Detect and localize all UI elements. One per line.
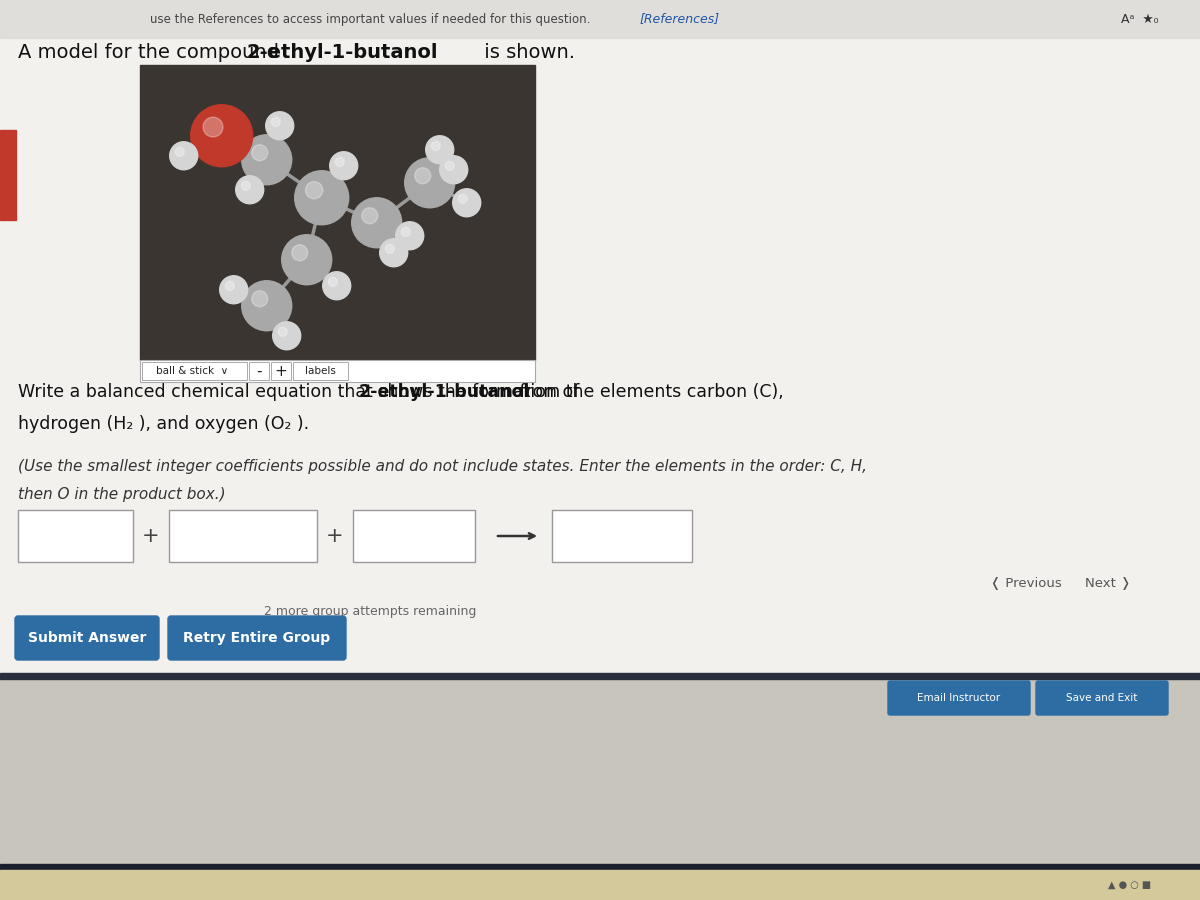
Bar xyxy=(0,679,1200,870)
Circle shape xyxy=(241,135,292,184)
Circle shape xyxy=(379,238,408,266)
Text: [References]: [References] xyxy=(640,13,720,25)
FancyBboxPatch shape xyxy=(168,616,346,660)
Circle shape xyxy=(241,182,251,190)
Text: +: + xyxy=(326,526,344,546)
Bar xyxy=(250,362,269,380)
Text: Retry Entire Group: Retry Entire Group xyxy=(184,631,330,645)
Text: hydrogen (H₂ ), and oxygen (O₂ ).: hydrogen (H₂ ), and oxygen (O₂ ). xyxy=(18,415,310,433)
Bar xyxy=(552,510,692,562)
Text: then O in the product box.): then O in the product box.) xyxy=(18,487,226,501)
Circle shape xyxy=(361,208,378,224)
Text: A model for the compound: A model for the compound xyxy=(18,42,286,61)
Circle shape xyxy=(169,141,198,170)
Circle shape xyxy=(439,156,468,184)
Bar xyxy=(0,130,16,220)
Circle shape xyxy=(352,198,402,248)
Circle shape xyxy=(241,281,292,331)
Text: 2-ethyl-1-butanol: 2-ethyl-1-butanol xyxy=(359,383,530,401)
Text: labels: labels xyxy=(305,366,336,376)
Circle shape xyxy=(203,117,223,137)
Text: ball & stick  ∨: ball & stick ∨ xyxy=(156,366,228,376)
Bar xyxy=(271,362,292,380)
Circle shape xyxy=(431,141,440,150)
Text: Aᵃ  ★₀: Aᵃ ★₀ xyxy=(1121,13,1159,25)
Circle shape xyxy=(252,291,268,307)
Circle shape xyxy=(282,235,331,284)
Text: from the elements carbon (C),: from the elements carbon (C), xyxy=(514,383,784,401)
Circle shape xyxy=(278,328,287,337)
Circle shape xyxy=(252,145,268,161)
Circle shape xyxy=(452,189,481,217)
Circle shape xyxy=(458,194,467,203)
Circle shape xyxy=(329,277,337,286)
Bar xyxy=(0,0,1200,38)
Circle shape xyxy=(415,167,431,184)
Circle shape xyxy=(235,176,264,203)
Circle shape xyxy=(404,158,455,208)
Text: Save and Exit: Save and Exit xyxy=(1067,693,1138,703)
Circle shape xyxy=(306,182,323,199)
Bar xyxy=(142,362,247,380)
Circle shape xyxy=(191,104,253,166)
Text: Submit Answer: Submit Answer xyxy=(28,631,146,645)
FancyBboxPatch shape xyxy=(1036,681,1168,715)
FancyBboxPatch shape xyxy=(888,681,1030,715)
Text: +: + xyxy=(142,526,160,546)
Circle shape xyxy=(220,275,247,304)
Circle shape xyxy=(226,282,234,291)
Circle shape xyxy=(272,322,301,350)
Text: use the References to access important values if needed for this question.: use the References to access important v… xyxy=(150,13,590,25)
Circle shape xyxy=(271,117,281,126)
Bar xyxy=(293,362,348,380)
Circle shape xyxy=(295,171,349,225)
Text: ❬ Previous: ❬ Previous xyxy=(990,578,1062,590)
Circle shape xyxy=(323,272,350,300)
Bar xyxy=(140,360,535,382)
Bar xyxy=(169,510,317,562)
Circle shape xyxy=(385,245,395,253)
Text: 2-ethyl-1-butanol: 2-ethyl-1-butanol xyxy=(247,42,438,61)
Bar xyxy=(140,65,535,360)
Circle shape xyxy=(445,161,455,170)
Text: (Use the smallest integer coefficients possible and do not include states. Enter: (Use the smallest integer coefficients p… xyxy=(18,458,866,473)
Circle shape xyxy=(292,245,307,261)
Circle shape xyxy=(330,152,358,180)
Text: Write a balanced chemical equation that shows the formation of: Write a balanced chemical equation that … xyxy=(18,383,584,401)
Circle shape xyxy=(426,136,454,164)
Circle shape xyxy=(175,148,185,157)
Text: +: + xyxy=(275,364,287,379)
Circle shape xyxy=(396,221,424,249)
Bar xyxy=(0,870,1200,900)
Bar xyxy=(18,510,133,562)
Bar xyxy=(0,673,1200,679)
Circle shape xyxy=(401,228,410,237)
FancyBboxPatch shape xyxy=(14,616,158,660)
Bar xyxy=(353,510,475,562)
Text: -: - xyxy=(257,364,262,379)
Text: ▲ ● ○ ■: ▲ ● ○ ■ xyxy=(1109,880,1152,890)
Text: Next ❭: Next ❭ xyxy=(1085,578,1132,590)
Bar xyxy=(0,864,1200,872)
Text: Email Instructor: Email Instructor xyxy=(918,693,1001,703)
Circle shape xyxy=(265,112,294,140)
Circle shape xyxy=(335,158,344,166)
Text: 2 more group attempts remaining: 2 more group attempts remaining xyxy=(264,606,476,618)
Text: is shown.: is shown. xyxy=(478,42,575,61)
